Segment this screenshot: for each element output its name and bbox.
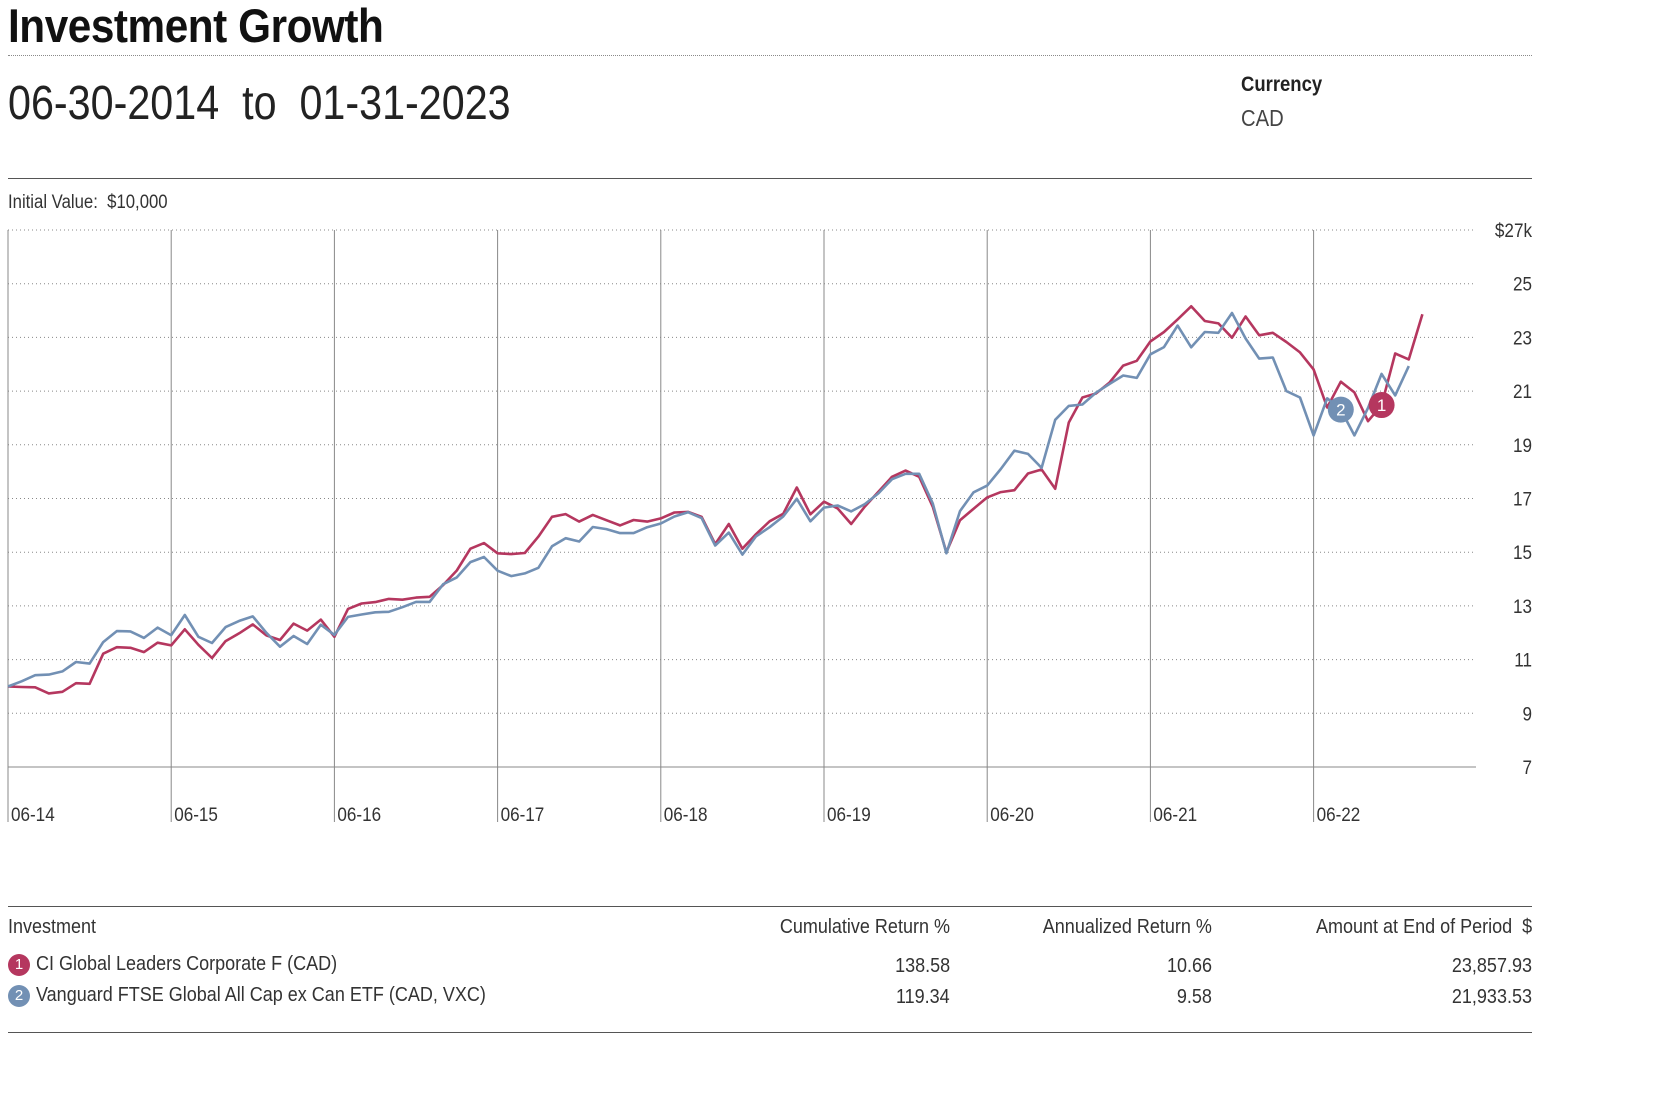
x-tick-label: 06-18 — [664, 804, 708, 825]
start-date: 06-30-2014 — [8, 77, 220, 130]
series-2-badge: 2 — [8, 984, 30, 1007]
initial-value-label: Initial Value: — [8, 192, 98, 213]
header-divider — [8, 178, 1532, 179]
y-tick-label: 9 — [1522, 703, 1532, 724]
y-axis-labels: 7 9 11 13 15 17 19 21 23 25 $27k — [1495, 220, 1533, 778]
series-1-marker-circle — [1368, 392, 1395, 419]
investment-name: Vanguard FTSE Global All Cap ex Can ETF … — [35, 984, 486, 1007]
series-1-marker-label: 1 — [1377, 396, 1386, 415]
x-tick-label: 06-22 — [1317, 804, 1361, 825]
col-header-amount: Amount at End of Period $ — [1315, 916, 1532, 938]
col-header-investment: Investment — [8, 916, 97, 938]
currency-value: CAD — [1241, 105, 1284, 131]
series-2-marker-label: 2 — [1336, 401, 1345, 420]
table-bottom-divider — [8, 1032, 1532, 1033]
cumulative-return: 119.34 — [896, 986, 950, 1008]
x-tick-label: 06-16 — [337, 804, 381, 825]
annualized-return: 10.66 — [1166, 955, 1212, 977]
col-header-cumulative: Cumulative Return % — [779, 916, 950, 938]
y-tick-label: 25 — [1513, 274, 1532, 295]
y-tick-label: 15 — [1513, 542, 1532, 563]
x-tick-label: 06-20 — [990, 804, 1034, 825]
x-tick-label: 06-15 — [174, 804, 218, 825]
series-2-marker: 2 — [1327, 396, 1354, 423]
row-investment: 2 Vanguard FTSE Global All Cap ex Can ET… — [8, 984, 535, 1007]
cumulative-return: 138.58 — [894, 955, 950, 977]
row-investment: 1 CI Global Leaders Corporate F (CAD) — [8, 953, 370, 976]
x-tick-label: 06-14 — [11, 804, 55, 825]
series-1-badge: 1 — [8, 953, 30, 976]
series-2-line — [7, 311, 1410, 688]
series-1-marker: 1 — [1368, 392, 1395, 419]
title-divider — [8, 55, 1532, 56]
y-tick-label: 17 — [1513, 489, 1532, 510]
end-date: 01-31-2023 — [299, 77, 511, 130]
date-range: 06-30-2014 to 01-31-2023 — [8, 76, 511, 131]
currency-label: Currency — [1241, 73, 1323, 96]
x-tick-label: 06-17 — [501, 804, 545, 825]
x-tick-label: 06-21 — [1153, 804, 1197, 825]
y-tick-label: 11 — [1514, 650, 1532, 671]
end-amount: 21,933.53 — [1451, 986, 1532, 1008]
investment-name: CI Global Leaders Corporate F (CAD) — [35, 953, 337, 976]
end-amount: 23,857.93 — [1451, 955, 1532, 977]
y-tick-label: 13 — [1513, 596, 1532, 617]
page-title: Investment Growth — [8, 0, 384, 52]
y-tick-label: 7 — [1522, 757, 1532, 778]
initial-value: Initial Value: $10,000 — [8, 192, 168, 214]
x-axis-labels: 06-14 06-15 06-16 06-17 06-18 06-19 06-20 06-21… — [11, 804, 1360, 825]
y-tick-label: 21 — [1513, 381, 1532, 402]
series-2-marker-circle — [1327, 396, 1354, 423]
y-tick-label: $27k — [1495, 220, 1533, 241]
x-tick-label: 06-19 — [827, 804, 871, 825]
col-header-annualized: Annualized Return % — [1042, 916, 1212, 938]
table-top-divider — [8, 906, 1532, 907]
y-tick-label: 19 — [1513, 435, 1532, 456]
x-gridlines — [7, 230, 1315, 822]
y-gridlines — [8, 229, 1476, 768]
series-lines — [7, 304, 1424, 695]
initial-value-amount: $10,000 — [107, 192, 168, 213]
y-tick-label: 23 — [1513, 328, 1532, 349]
date-range-to: to — [242, 77, 277, 130]
annualized-return: 9.58 — [1176, 986, 1212, 1008]
